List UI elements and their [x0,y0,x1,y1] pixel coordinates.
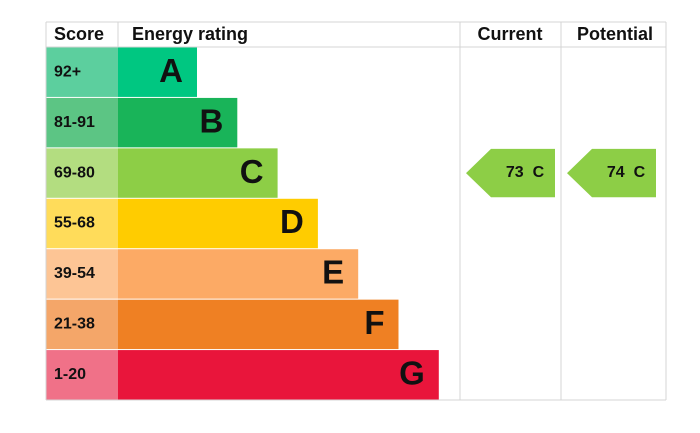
current-arrow [466,148,555,198]
rating-letter: A [159,52,183,89]
potential-arrow [567,148,656,198]
rating-bar [118,198,318,249]
score-cell [46,97,118,148]
header-score: Score [54,24,104,44]
rating-letter: C [240,153,264,190]
rating-letter: D [280,203,304,240]
current-score: 73 [506,164,524,181]
score-cell [46,47,118,97]
potential-label: 74 C [607,164,646,181]
score-label: 92+ [54,63,81,80]
score-label: 39-54 [54,265,95,282]
score-label: 55-68 [54,215,95,232]
rating-bar [118,249,359,299]
rating-letter: E [322,254,344,291]
rating-bar [118,350,439,400]
rating-bar [118,148,278,198]
score-label: 21-38 [54,316,95,333]
rating-letter: B [199,102,223,139]
score-label: 69-80 [54,164,95,181]
score-cell [46,148,118,198]
score-cell [46,299,118,350]
score-cell [46,350,118,400]
score-label: 1-20 [54,366,86,383]
rating-letter: G [399,355,425,392]
header-rating: Energy rating [132,24,248,44]
score-cell [46,249,118,299]
potential-rating: C [634,164,646,181]
header-current: Current [477,24,542,44]
header-potential: Potential [577,24,653,44]
rating-bar [118,47,197,97]
current-label: 73 C [506,164,545,181]
rating-letter: F [364,304,384,341]
current-rating: C [533,164,545,181]
rating-bar [118,97,238,148]
score-label: 81-91 [54,114,95,131]
potential-score: 74 [607,164,625,181]
table-grid [45,21,667,401]
rating-bar [118,299,399,350]
score-cell [46,198,118,249]
